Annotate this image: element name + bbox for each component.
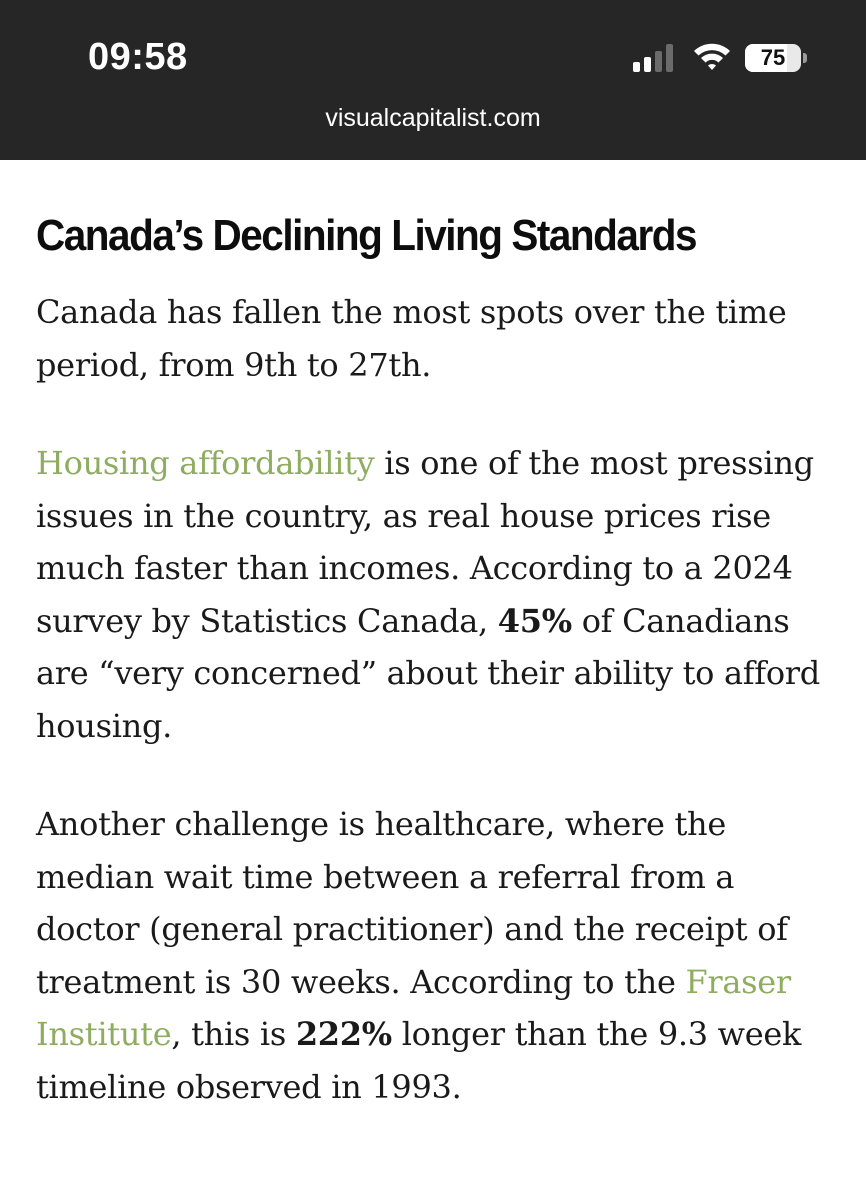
signal-bar xyxy=(666,44,673,72)
paragraph-healthcare-text-2: , this is xyxy=(171,1015,296,1053)
status-time: 09:58 xyxy=(88,36,188,78)
stat-222-percent: 222% xyxy=(295,1015,392,1053)
stat-45-percent: 45% xyxy=(497,601,572,640)
signal-icon xyxy=(633,44,675,72)
signal-bar xyxy=(633,62,640,72)
battery-cap xyxy=(803,53,807,63)
housing-affordability-link[interactable]: Housing affordability xyxy=(36,444,375,482)
paragraph-ranking-text: Canada has fallen the most spots over th… xyxy=(36,293,787,384)
signal-bar xyxy=(644,57,651,72)
battery-icon: 75 xyxy=(745,44,801,72)
paragraph-housing-text-2: of Canadians are “very concerned” about … xyxy=(36,601,820,745)
battery-percentage: 75 xyxy=(760,45,786,70)
paragraph-housing-text-1: is one of the most pressing issues in th… xyxy=(36,444,814,640)
paragraph-ranking: Canada has fallen the most spots over th… xyxy=(36,286,836,391)
article-content: Canada’s Declining Living Standards Cana… xyxy=(36,208,836,1113)
article-heading: Canada’s Declining Living Standards xyxy=(36,211,698,260)
paragraph-healthcare-text-1: Another challenge is healthcare, where t… xyxy=(36,805,788,1001)
signal-bar xyxy=(655,51,662,72)
address-bar-url[interactable]: visualcapitalist.com xyxy=(325,104,541,132)
paragraph-housing: Housing affordability is one of the most… xyxy=(36,437,836,752)
battery-level-fill xyxy=(745,44,787,72)
paragraph-healthcare: Another challenge is healthcare, where t… xyxy=(36,798,836,1113)
wifi-icon xyxy=(694,43,730,70)
paragraph-healthcare-text-3: longer than the 9.3 week timeline observ… xyxy=(36,1015,802,1106)
status-bar: 09:58 75 visualcapitalist.com xyxy=(0,0,866,160)
fraser-institute-link[interactable]: Fraser Institute xyxy=(36,962,791,1054)
